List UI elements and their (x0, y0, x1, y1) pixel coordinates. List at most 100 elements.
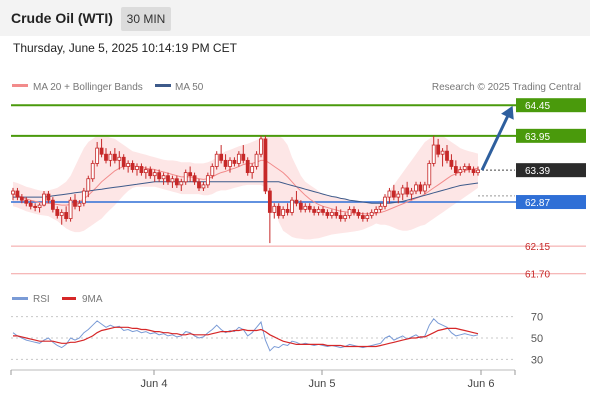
candle (383, 194, 387, 210)
candle (161, 172, 166, 185)
price-levels (11, 104, 586, 275)
candle-body (19, 196, 24, 201)
candle-body (135, 166, 139, 170)
candle-body (476, 169, 480, 174)
candle (201, 181, 206, 191)
candle (294, 191, 299, 207)
candle-body (352, 208, 356, 213)
candle (316, 206, 321, 216)
candle-body (396, 193, 401, 198)
candle (59, 209, 64, 225)
candle (210, 163, 215, 179)
candle (254, 151, 259, 170)
candle-body (290, 199, 294, 213)
candle (104, 148, 108, 164)
timeframe-button[interactable]: 30 MIN (121, 7, 171, 31)
candle (19, 194, 24, 204)
rsi-legend-label: RSI (33, 294, 50, 305)
candle-body (112, 153, 117, 161)
candle-body (152, 172, 157, 177)
candle (272, 203, 277, 219)
candle-body (343, 215, 348, 219)
candle-body (245, 159, 250, 174)
candle (329, 209, 334, 219)
candle (126, 160, 131, 173)
candle-body (285, 208, 290, 213)
candle-body (205, 175, 210, 186)
candle-body (259, 138, 263, 155)
candle (42, 191, 46, 207)
candle-body (276, 205, 281, 216)
candle-body (462, 166, 467, 170)
candle-body (201, 184, 206, 189)
candle-body (33, 205, 38, 208)
candle (436, 138, 441, 158)
candle-body (42, 193, 46, 206)
candle (352, 206, 356, 216)
candle-body (179, 181, 184, 186)
candle (99, 138, 104, 158)
candle (130, 160, 135, 173)
candle-body (73, 199, 77, 207)
candle-body (449, 159, 454, 167)
forecast-arrow-shaft (480, 110, 512, 171)
candle-body (325, 212, 330, 216)
candle (298, 200, 303, 213)
candle-body (68, 199, 73, 219)
candle-body (409, 190, 414, 195)
credit-text: Research © 2025 Trading Central (432, 82, 581, 93)
candle (219, 145, 224, 164)
rsi-line (12, 318, 479, 352)
candle (232, 157, 237, 167)
candle (396, 191, 401, 204)
support-level-label: 62.15 (525, 242, 550, 253)
candle (28, 200, 33, 210)
candle (374, 206, 379, 216)
candle (228, 157, 232, 173)
candle-body (458, 169, 463, 174)
candle-body (236, 153, 241, 164)
candle-body (161, 175, 166, 180)
candle-body (219, 153, 224, 161)
candle-body (59, 212, 64, 216)
candle (303, 203, 308, 213)
ma20-legend-label: MA 20 + Bollinger Bands (33, 82, 143, 93)
candle-body (374, 208, 379, 213)
candle-body (267, 190, 272, 213)
chart-legend: MA 20 + Bollinger Bands MA 50 Research ©… (12, 82, 581, 93)
candle-body (28, 202, 33, 207)
candle-body (453, 166, 458, 174)
candle (409, 187, 414, 201)
ma20-line (12, 159, 479, 215)
support-level-label: 61.70 (525, 270, 550, 281)
candle-body (95, 147, 100, 164)
candle (276, 203, 281, 219)
candle-body (356, 212, 361, 216)
candle (64, 206, 69, 222)
resistance-level-tag (516, 128, 586, 143)
candle (476, 166, 480, 176)
rsi-legend-swatch (12, 297, 28, 300)
candle-body (422, 184, 427, 192)
candle-body (316, 208, 321, 213)
candle-body (121, 156, 126, 167)
rsi-ma-legend-swatch (62, 297, 76, 300)
candle-body (471, 169, 476, 174)
candle-body (321, 208, 325, 213)
candle-body (197, 181, 201, 189)
ma50-legend-swatch (155, 84, 171, 87)
candle (86, 175, 91, 198)
candle-body (46, 193, 51, 201)
candle-body (24, 199, 29, 204)
rsi-ma-line (13, 326, 479, 348)
candle-body (405, 187, 410, 195)
ma20-legend-swatch (12, 84, 28, 87)
candle-body (192, 175, 197, 183)
candle (112, 148, 117, 164)
candle (68, 197, 73, 222)
candle-body (108, 153, 113, 161)
candle-body (440, 150, 445, 155)
candle (188, 166, 193, 182)
candle (250, 163, 255, 179)
